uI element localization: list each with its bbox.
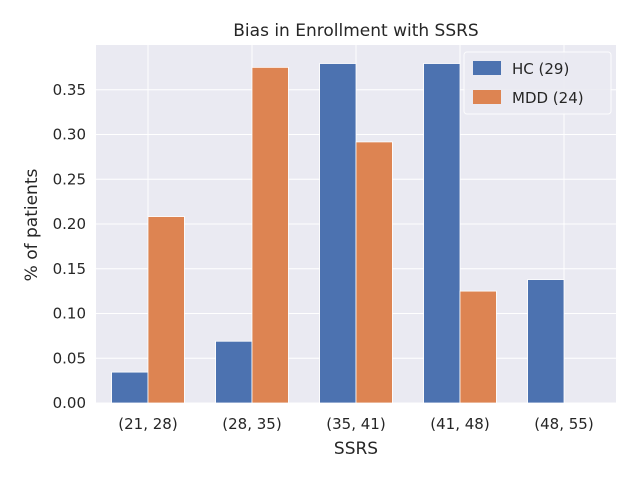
y-tick-label: 0.10 [53, 305, 86, 323]
y-tick-label: 0.20 [53, 215, 86, 233]
y-tick-label: 0.05 [53, 349, 86, 367]
x-tick-label: (21, 28) [118, 415, 177, 433]
legend-label-hc: HC (29) [512, 60, 569, 78]
bar-mdd [459, 290, 497, 404]
bar-mdd [251, 66, 289, 404]
legend-swatch-mdd [473, 90, 501, 104]
y-tick-label: 0.30 [53, 126, 86, 144]
bars [111, 63, 565, 404]
x-tick-labels: (21, 28) (28, 35) (35, 41) (41, 48) (48, 55) [118, 415, 593, 433]
bar-hc [215, 340, 253, 404]
chart-title: Bias in Enrollment with SSRS [233, 21, 478, 41]
bar-hc [319, 63, 357, 404]
bar-mdd [147, 216, 185, 404]
y-tick-label: 0.25 [53, 170, 86, 188]
x-tick-label: (48, 55) [534, 415, 593, 433]
x-axis-label: SSRS [334, 439, 378, 459]
y-tick-label: 0.35 [53, 81, 86, 99]
bar-hc [527, 279, 565, 404]
x-tick-label: (28, 35) [222, 415, 281, 433]
x-tick-label: (35, 41) [326, 415, 385, 433]
bar-mdd [355, 141, 393, 404]
x-tick-label: (41, 48) [430, 415, 489, 433]
bar-hc [423, 63, 461, 404]
legend-swatch-hc [473, 61, 501, 75]
y-tick-labels: 0.00 0.05 0.10 0.15 0.20 0.25 0.30 0.35 [53, 81, 86, 412]
bar-hc [111, 371, 149, 404]
legend-label-mdd: MDD (24) [512, 89, 584, 107]
legend: HC (29) MDD (24) [463, 51, 612, 115]
y-tick-label: 0.00 [53, 394, 86, 412]
y-axis-label: % of patients [22, 169, 42, 282]
y-tick-label: 0.15 [53, 260, 86, 278]
